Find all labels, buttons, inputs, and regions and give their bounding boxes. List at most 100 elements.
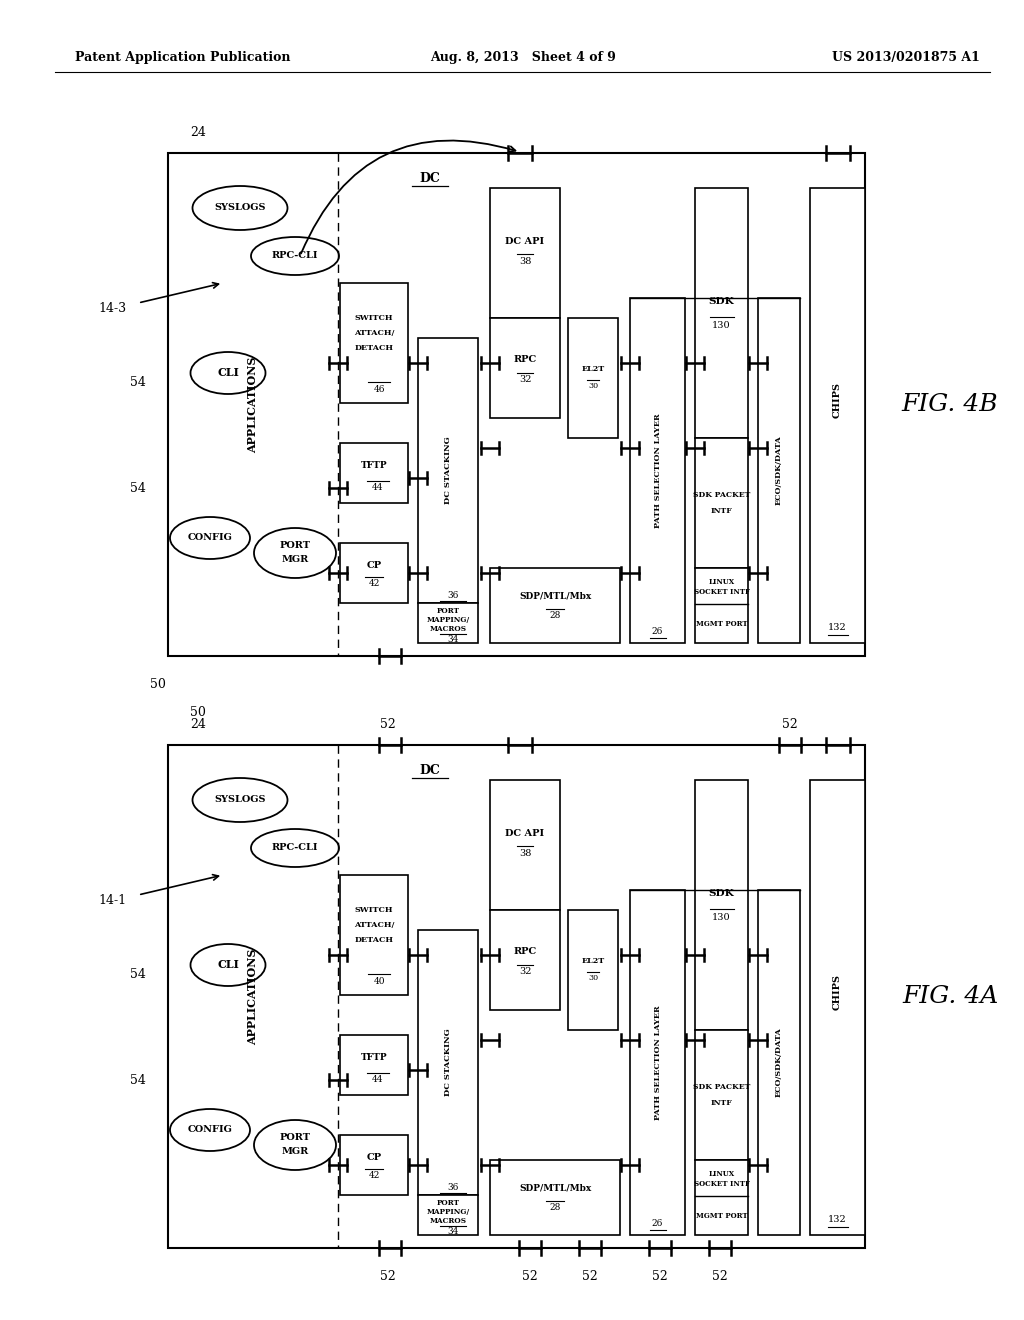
- Text: PORT: PORT: [280, 541, 310, 550]
- Text: 130: 130: [712, 912, 731, 921]
- Text: 52: 52: [712, 1270, 728, 1283]
- Text: PATH SELECTION LAYER: PATH SELECTION LAYER: [653, 413, 662, 528]
- Text: SYSLOGS: SYSLOGS: [214, 796, 266, 804]
- Text: SDP/MTL/Mbx: SDP/MTL/Mbx: [519, 1184, 591, 1192]
- Text: PORT: PORT: [436, 1199, 460, 1206]
- Bar: [340, 1135, 408, 1195]
- Text: DETACH: DETACH: [354, 936, 393, 944]
- Text: 54: 54: [130, 969, 146, 982]
- Text: CHIPS: CHIPS: [833, 383, 842, 418]
- Bar: [418, 1195, 478, 1236]
- Bar: [695, 1160, 748, 1236]
- Bar: [695, 780, 748, 1030]
- Text: 32: 32: [519, 375, 531, 384]
- Text: 14-1: 14-1: [99, 894, 127, 907]
- Text: 52: 52: [380, 718, 396, 731]
- Text: CHIPS: CHIPS: [833, 974, 842, 1011]
- Text: MGMT PORT: MGMT PORT: [695, 1212, 748, 1220]
- Text: SDK: SDK: [709, 297, 734, 305]
- Text: MAPPING/: MAPPING/: [426, 616, 470, 624]
- Text: 28: 28: [549, 1204, 561, 1213]
- Text: ATTACH/: ATTACH/: [354, 921, 394, 929]
- Text: 38: 38: [519, 849, 531, 858]
- Bar: [340, 543, 408, 603]
- Ellipse shape: [190, 944, 265, 986]
- Bar: [418, 931, 478, 1195]
- Bar: [490, 1160, 620, 1236]
- Bar: [340, 875, 408, 995]
- Text: 32: 32: [519, 968, 531, 977]
- Bar: [418, 338, 478, 603]
- Text: RPC-CLI: RPC-CLI: [271, 843, 318, 853]
- Text: DC: DC: [420, 763, 440, 776]
- Text: MACROS: MACROS: [429, 1217, 467, 1225]
- Text: SYSLOGS: SYSLOGS: [214, 203, 266, 213]
- Ellipse shape: [193, 186, 288, 230]
- Text: 34: 34: [447, 1226, 459, 1236]
- Bar: [695, 438, 748, 568]
- Bar: [758, 298, 800, 643]
- Text: CP: CP: [367, 1154, 382, 1163]
- Text: 40: 40: [374, 978, 385, 986]
- Text: 50: 50: [151, 677, 166, 690]
- Text: 30: 30: [588, 974, 598, 982]
- Text: Aug. 8, 2013   Sheet 4 of 9: Aug. 8, 2013 Sheet 4 of 9: [430, 51, 615, 65]
- Text: PATH SELECTION LAYER: PATH SELECTION LAYER: [653, 1006, 662, 1119]
- Text: LINUX: LINUX: [709, 1170, 734, 1177]
- Bar: [490, 568, 620, 643]
- Text: INTF: INTF: [711, 507, 732, 515]
- Text: 52: 52: [782, 718, 798, 731]
- Text: 26: 26: [652, 1218, 664, 1228]
- Text: RPC: RPC: [513, 355, 537, 364]
- Text: EL2T: EL2T: [582, 366, 604, 374]
- Bar: [758, 890, 800, 1236]
- Text: PORT: PORT: [436, 607, 460, 615]
- Text: 34: 34: [447, 635, 459, 644]
- Text: US 2013/0201875 A1: US 2013/0201875 A1: [833, 51, 980, 65]
- Text: 52: 52: [380, 1270, 396, 1283]
- Bar: [568, 318, 618, 438]
- Text: 28: 28: [549, 611, 561, 620]
- Text: ECO/SDK/DATA: ECO/SDK/DATA: [775, 436, 783, 506]
- Text: 42: 42: [369, 1172, 380, 1180]
- Bar: [168, 153, 865, 656]
- Text: 42: 42: [369, 579, 380, 589]
- Bar: [568, 909, 618, 1030]
- Ellipse shape: [190, 352, 265, 393]
- Ellipse shape: [251, 238, 339, 275]
- Text: 54: 54: [130, 1073, 146, 1086]
- Text: FIG. 4A: FIG. 4A: [902, 985, 998, 1008]
- Text: 38: 38: [519, 256, 531, 265]
- Text: 24: 24: [190, 718, 206, 731]
- Text: FIG. 4B: FIG. 4B: [902, 393, 998, 416]
- Ellipse shape: [193, 777, 288, 822]
- Text: SDK PACKET: SDK PACKET: [693, 491, 751, 499]
- Bar: [630, 298, 685, 643]
- Bar: [490, 318, 560, 418]
- Text: DC STACKING: DC STACKING: [444, 1028, 452, 1097]
- Text: 52: 52: [652, 1270, 668, 1283]
- Text: CONFIG: CONFIG: [187, 533, 232, 543]
- Ellipse shape: [170, 1109, 250, 1151]
- Text: INTF: INTF: [711, 1100, 732, 1107]
- Ellipse shape: [170, 517, 250, 558]
- Text: 52: 52: [582, 1270, 598, 1283]
- Text: DC: DC: [420, 172, 440, 185]
- Text: 46: 46: [374, 385, 385, 395]
- Text: ATTACH/: ATTACH/: [354, 329, 394, 337]
- Bar: [630, 890, 685, 1236]
- Bar: [695, 187, 748, 438]
- Text: DC API: DC API: [506, 829, 545, 837]
- Text: APPLICATIONS: APPLICATIONS: [248, 356, 258, 453]
- Bar: [168, 744, 865, 1247]
- Text: EL2T: EL2T: [582, 957, 604, 965]
- Text: APPLICATIONS: APPLICATIONS: [248, 948, 258, 1044]
- Text: LINUX: LINUX: [709, 578, 734, 586]
- Text: SDK: SDK: [709, 888, 734, 898]
- Text: SWITCH: SWITCH: [354, 906, 393, 913]
- Bar: [490, 909, 560, 1010]
- Ellipse shape: [254, 1119, 336, 1170]
- Text: 14-3: 14-3: [99, 301, 127, 314]
- Text: SDP/MTL/Mbx: SDP/MTL/Mbx: [519, 591, 591, 601]
- Text: 130: 130: [712, 321, 731, 330]
